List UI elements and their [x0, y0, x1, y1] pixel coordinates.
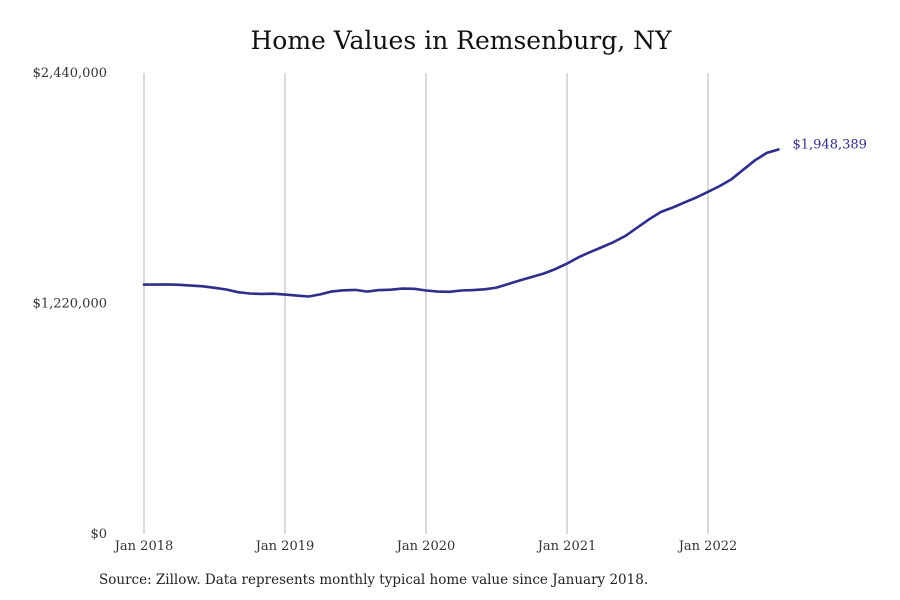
x-axis-ticks: Jan 2018 Jan 2019 Jan 2020 Jan 2021 Jan 2022 [113, 539, 738, 554]
series-group [142, 148, 780, 298]
grid-lines [143, 73, 709, 534]
series-line [142, 148, 780, 298]
y-tick-label: $0 [90, 527, 107, 542]
x-tick-label: Jan 2020 [395, 539, 456, 554]
y-axis-ticks: $0 $1,220,000 $2,440,000 [33, 66, 107, 542]
x-tick-label: Jan 2022 [677, 539, 738, 554]
x-tick-label: Jan 2019 [254, 539, 315, 554]
source-note: Source: Zillow. Data represents monthly … [99, 572, 649, 588]
last-value-label: $1,948,389 [793, 138, 867, 153]
y-tick-label: $1,220,000 [33, 297, 107, 312]
x-tick-label: Jan 2018 [113, 539, 174, 554]
x-tick-label: Jan 2021 [536, 539, 597, 554]
y-tick-label: $2,440,000 [33, 66, 107, 81]
chart-title: Home Values in Remsenburg, NY [250, 26, 672, 55]
